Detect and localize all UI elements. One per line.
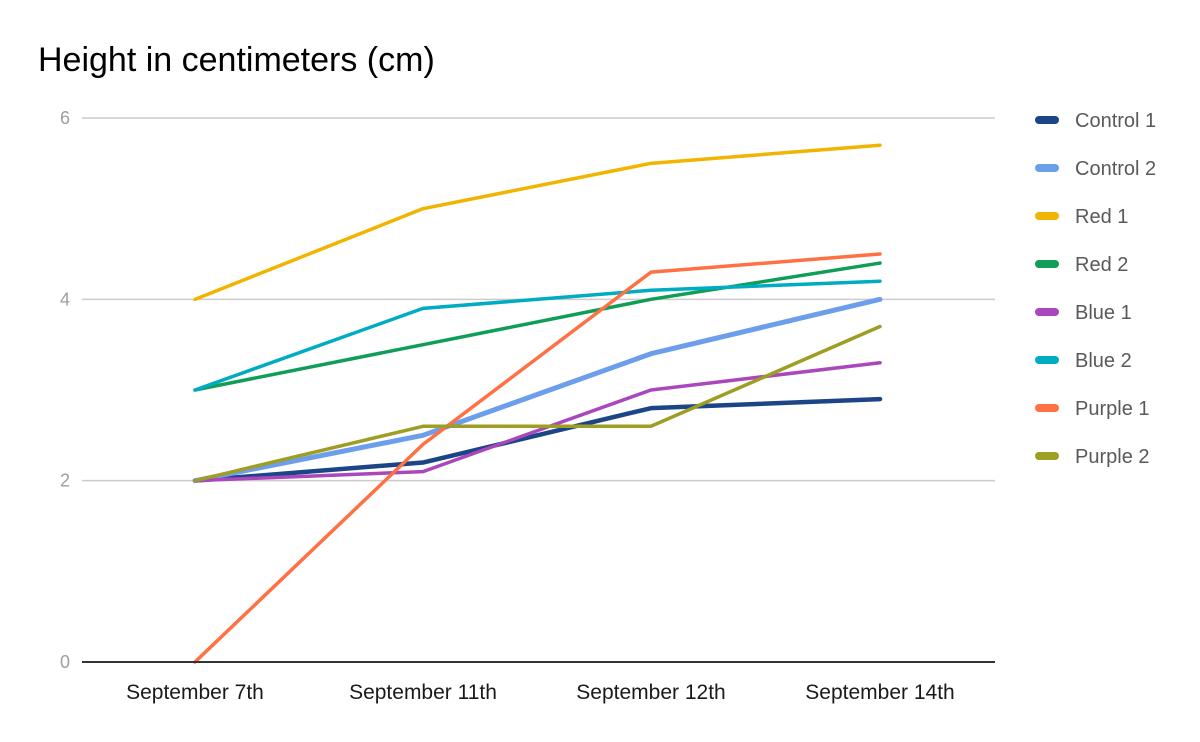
y-axis-ticks: 0 2 4 6 xyxy=(60,108,70,672)
chart-title: Height in centimeters (cm) xyxy=(38,41,435,79)
legend-swatch-control-2 xyxy=(1035,164,1059,172)
series-line-blue-2 xyxy=(193,279,882,392)
series-line-purple-1 xyxy=(193,252,882,664)
x-tick-label: September 14th xyxy=(805,681,954,704)
legend-swatch-blue-2 xyxy=(1035,356,1059,364)
series-line-red-1 xyxy=(193,143,882,302)
legend-label-red-1: Red 1 xyxy=(1075,206,1128,228)
legend-label-purple-2: Purple 2 xyxy=(1075,446,1150,468)
legend-swatch-blue-1 xyxy=(1035,308,1059,316)
series-line-control-2 xyxy=(192,296,883,484)
x-tick-label: September 7th xyxy=(126,681,264,704)
legend-swatch-purple-1 xyxy=(1035,404,1059,412)
legend-swatch-red-1 xyxy=(1035,212,1059,220)
legend-swatch-control-1 xyxy=(1035,116,1059,124)
legend-label-control-1: Control 1 xyxy=(1075,110,1156,132)
legend-label-blue-1: Blue 1 xyxy=(1075,302,1132,324)
legend-swatch-red-2 xyxy=(1035,260,1059,268)
legend: Control 1 Control 2 Red 1 Red 2 Blue 1 Blue 2… xyxy=(1035,110,1156,468)
x-tick-label: September 11th xyxy=(349,681,497,704)
series-lines xyxy=(192,143,883,664)
series-line-blue-1 xyxy=(193,361,882,483)
legend-label-purple-1: Purple 1 xyxy=(1075,398,1150,420)
y-tick-label: 0 xyxy=(60,652,70,672)
legend-label-blue-2: Blue 2 xyxy=(1075,350,1132,372)
y-tick-label: 6 xyxy=(60,108,70,128)
y-tick-label: 2 xyxy=(60,471,70,491)
series-line-purple-2 xyxy=(193,324,882,483)
y-tick-label: 4 xyxy=(60,289,70,309)
legend-swatch-purple-2 xyxy=(1035,452,1059,460)
series-line-control-1 xyxy=(192,396,883,483)
x-tick-label: September 12th xyxy=(576,681,725,704)
legend-label-red-2: Red 2 xyxy=(1075,254,1128,276)
x-axis-ticks: September 7th September 11th September 12t… xyxy=(126,681,955,704)
series-line-red-2 xyxy=(193,261,882,392)
legend-label-control-2: Control 2 xyxy=(1075,158,1156,180)
